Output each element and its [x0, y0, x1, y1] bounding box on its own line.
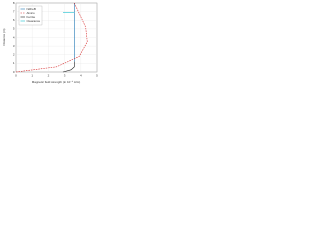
page: {"chart_data": {"type": "line", "xlabel"…: [0, 0, 100, 86]
y-tick-label: 2: [13, 53, 15, 57]
x-axis-label: Magnetic field strength (in 10⁻⁴ A/m): [32, 80, 80, 84]
y-tick-label: 1: [13, 61, 15, 65]
x-tick-label: 3: [64, 73, 66, 77]
y-axis-label: Distance (m): [2, 28, 6, 45]
legend-label: Clearance: [27, 19, 41, 23]
y-tick-label: 5: [13, 27, 15, 31]
x-tick-label: 5: [96, 73, 98, 77]
legend-label: Alnico: [27, 11, 36, 15]
series-line: [62, 61, 75, 73]
x-tick-label: 0: [15, 73, 17, 77]
x-tick-label: 1: [31, 73, 33, 77]
y-tick-label: 0: [13, 70, 15, 74]
legend-box: [18, 5, 43, 26]
y-tick-label: 4: [13, 35, 15, 39]
y-tick-label: 8: [13, 1, 15, 5]
legend-label: Ferrite: [27, 15, 36, 19]
y-tick-label: 6: [13, 18, 15, 22]
series-line: [15, 2, 88, 73]
y-tick-label: 3: [13, 44, 15, 48]
chart: Magnetic field strength (in 10⁻⁴ A/m) Di…: [2, 1, 98, 84]
x-tick-label: 4: [80, 73, 82, 77]
x-tick-label: 2: [48, 73, 50, 77]
y-tick-label: 7: [13, 9, 15, 13]
legend-label: NdFeB: [27, 7, 36, 11]
